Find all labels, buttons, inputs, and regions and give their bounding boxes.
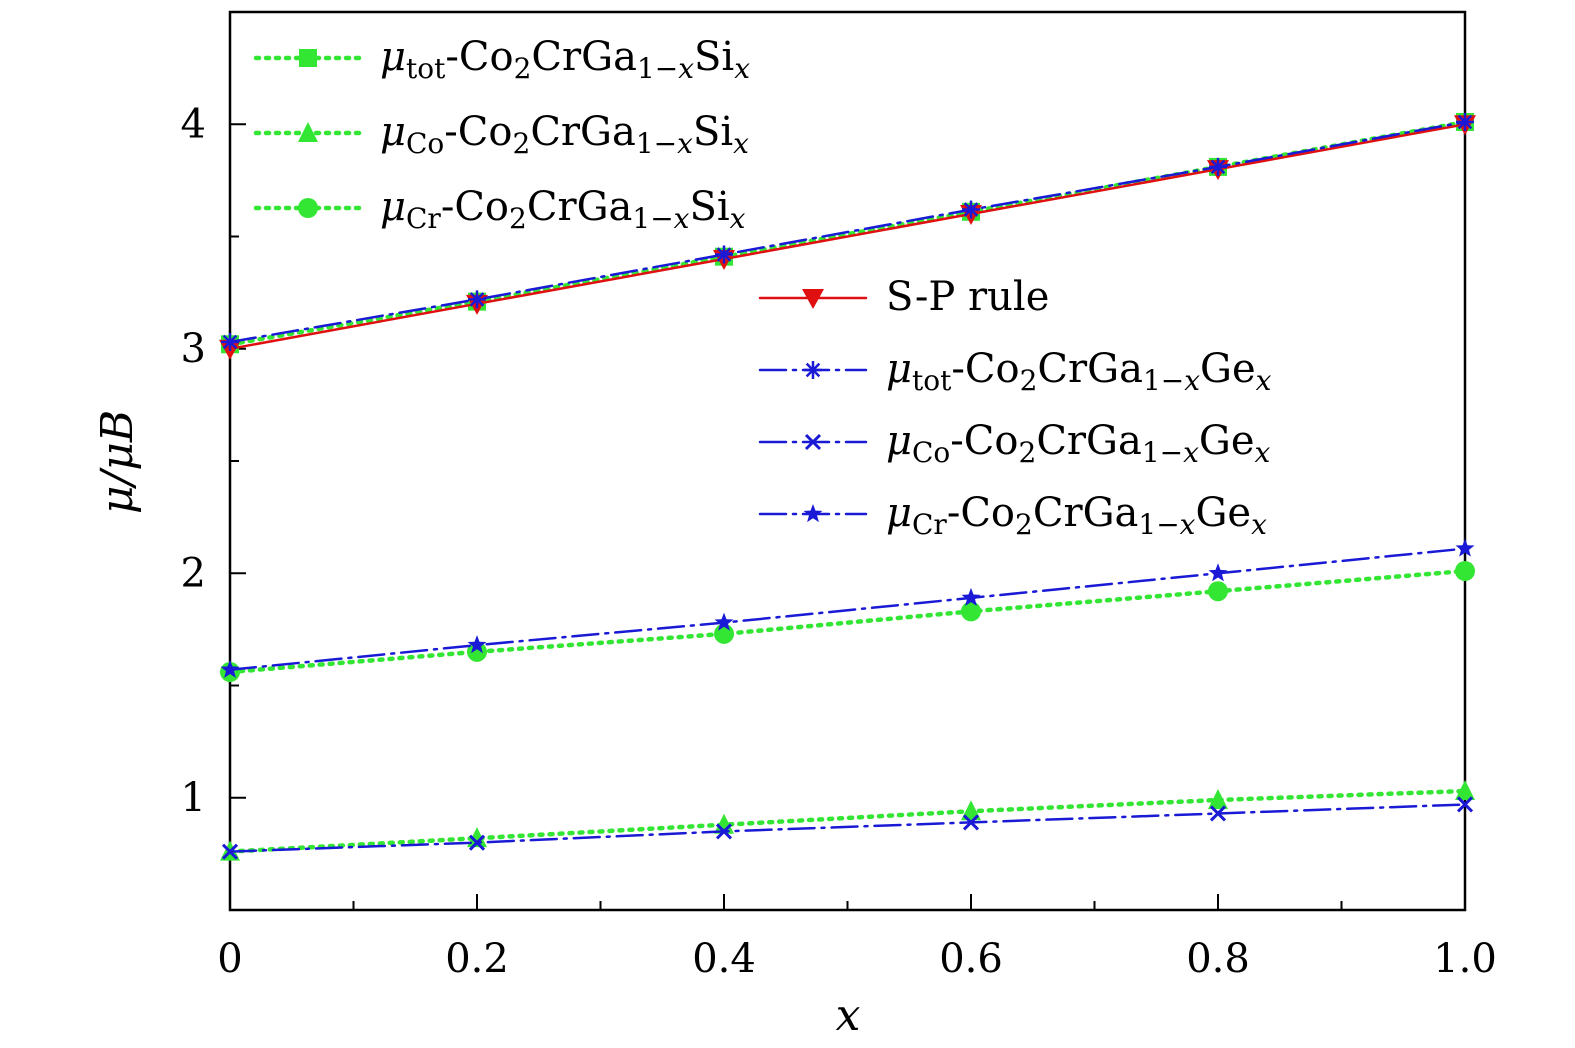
legend-marker [298, 122, 318, 142]
data-point [220, 659, 240, 678]
legend-entry: μCr-Co2CrGa1−xSix [253, 184, 746, 235]
legend-marker [299, 49, 317, 67]
legend-label: S-P rule [886, 274, 1049, 320]
series-line [227, 119, 1468, 347]
series [220, 780, 1475, 861]
data-point [714, 813, 734, 834]
series-line [228, 547, 1467, 672]
data-point [1209, 805, 1227, 822]
x-tick-label: 0.6 [939, 936, 1003, 982]
x-tick-label: 1.0 [1433, 936, 1497, 982]
data-point [961, 800, 981, 821]
data-point [1455, 780, 1475, 801]
series-line [228, 803, 1467, 853]
data-point [1209, 157, 1227, 176]
data-point [715, 245, 733, 264]
y-tick-label: 1 [181, 775, 206, 821]
legend-entry: μtot-Co2CrGa1−xGex [758, 346, 1272, 397]
data-point [714, 623, 734, 644]
legend-marker [803, 504, 823, 523]
data-point [221, 843, 239, 860]
data-point [962, 814, 980, 831]
y-tick-label: 2 [181, 550, 206, 596]
data-point [1455, 538, 1475, 557]
series [221, 113, 1474, 352]
legend-entry: μtot-Co2CrGa1−xSix [253, 34, 750, 85]
data-point [961, 587, 981, 606]
legend-marker [804, 433, 822, 451]
legend-label: μCr-Co2CrGa1−xSix [380, 184, 746, 235]
data-point [961, 601, 981, 622]
legend-entry: μCo-Co2CrGa1−xSix [253, 109, 749, 160]
data-point [1455, 561, 1475, 582]
data-point [1456, 113, 1474, 132]
legend-label: μtot-Co2CrGa1−xGex [886, 346, 1272, 397]
series [220, 561, 1475, 683]
data-point [715, 823, 733, 840]
data-point [1208, 788, 1228, 809]
data-point [1208, 563, 1228, 582]
series [221, 796, 1474, 860]
legend-label: μCo-Co2CrGa1−xSix [380, 109, 749, 160]
x-tick-label: 0 [217, 936, 242, 982]
legend-mid: S-P rule μtot-Co2CrGa1−xGex μCo-Co2CrGa1−x… [758, 274, 1272, 541]
series-line [228, 123, 1467, 351]
series-line [227, 788, 1468, 854]
legend-marker [804, 361, 822, 379]
x-tick-label: 0.8 [1186, 936, 1250, 982]
x-tick-label: 0.4 [692, 936, 756, 982]
y-tick-label: 4 [181, 101, 206, 147]
legend-marker [802, 289, 824, 309]
legend-label: μtot-Co2CrGa1−xSix [380, 34, 750, 85]
series-line [228, 120, 1467, 344]
y-tick-label: 3 [181, 326, 206, 372]
legend-top: μtot-Co2CrGa1−xSix μCo-Co2CrGa1−xSix μCr-C… [253, 34, 750, 235]
y-axis-title: μ/μB [92, 410, 143, 514]
legend-marker [298, 198, 318, 218]
data-point [467, 635, 487, 654]
data-point [221, 333, 239, 352]
legend-label: μCo-Co2CrGa1−xGex [886, 418, 1271, 469]
data-point [468, 834, 486, 851]
legend-entry: S-P rule [758, 274, 1049, 320]
legend-entry: μCr-Co2CrGa1−xGex [758, 490, 1267, 541]
data-point [962, 200, 980, 219]
data-point [468, 290, 486, 309]
series-line [227, 568, 1468, 675]
data-point [1208, 581, 1228, 602]
axis-ticks: 0 0.2 0.4 0.6 0.8 1.0 1 2 3 4 [181, 11, 1497, 982]
data-point [714, 612, 734, 631]
x-tick-label: 0.2 [445, 936, 509, 982]
series-layer [219, 113, 1476, 861]
legend-label: μCr-Co2CrGa1−xGex [886, 490, 1267, 541]
legend-entry: μCo-Co2CrGa1−xGex [758, 418, 1271, 469]
series [220, 538, 1475, 678]
data-point [467, 641, 487, 662]
data-point [1456, 796, 1474, 813]
x-axis-title: x [836, 990, 861, 1041]
